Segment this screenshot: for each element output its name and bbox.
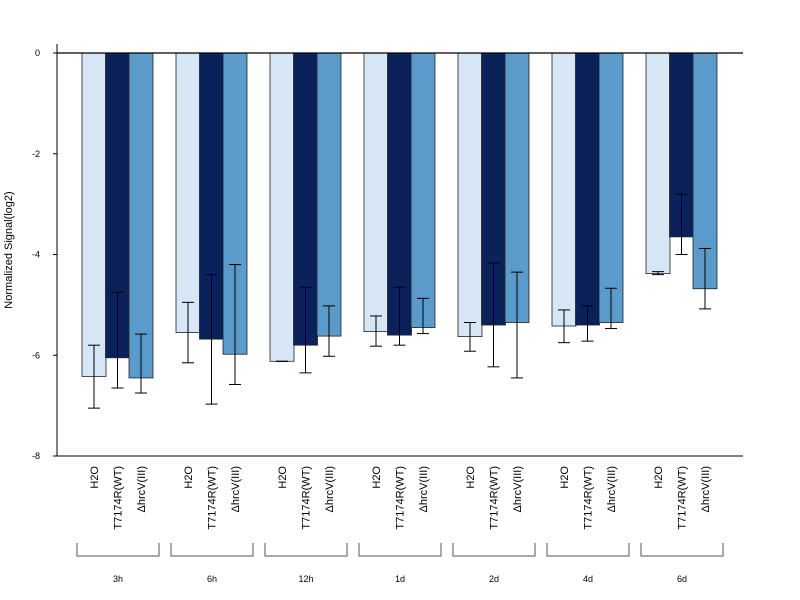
bar bbox=[575, 52, 600, 326]
bar bbox=[81, 52, 107, 377]
bar-category-label: T7174R(WT) bbox=[489, 466, 501, 530]
bar bbox=[175, 52, 201, 333]
y-tick-label: -2 bbox=[32, 149, 40, 159]
y-axis-title: Normalized Signal(log2) bbox=[3, 191, 15, 308]
bar bbox=[598, 52, 624, 323]
bar-category-label: ΔhrcV(III) bbox=[512, 466, 524, 512]
group-bracket bbox=[640, 543, 724, 557]
bar bbox=[269, 52, 295, 362]
group-label: 4d bbox=[583, 574, 593, 584]
bar-category-label: T7174R(WT) bbox=[395, 466, 407, 530]
bar-category-label: T7174R(WT) bbox=[677, 466, 689, 530]
bar-category-label: ΔhrcV(III) bbox=[418, 466, 430, 512]
y-tick-label: 0 bbox=[35, 48, 40, 58]
bar-category-label: T7174R(WT) bbox=[301, 466, 313, 530]
bar-category-label: H2O bbox=[653, 466, 665, 489]
bar bbox=[316, 52, 342, 337]
y-tick-label: -8 bbox=[32, 451, 40, 461]
group-bracket bbox=[452, 543, 536, 557]
bar bbox=[363, 52, 389, 332]
group-label: 3h bbox=[113, 574, 123, 584]
group-label: 6d bbox=[677, 574, 687, 584]
group-bracket bbox=[76, 543, 160, 557]
bar-category-label: T7174R(WT) bbox=[583, 466, 595, 530]
group-bracket bbox=[546, 543, 630, 557]
bar-category-label: T7174R(WT) bbox=[207, 466, 219, 530]
bar-category-label: H2O bbox=[559, 466, 571, 489]
bar-category-label: H2O bbox=[183, 466, 195, 489]
bar bbox=[410, 52, 436, 328]
bar-category-label: H2O bbox=[371, 466, 383, 489]
bar-category-label: ΔhrcV(III) bbox=[230, 466, 242, 512]
bar bbox=[457, 52, 483, 338]
bar bbox=[128, 52, 154, 379]
bar-category-label: H2O bbox=[89, 466, 101, 489]
error-bars-layer bbox=[88, 193, 711, 409]
y-tick-label: -6 bbox=[32, 350, 40, 360]
axes-layer: H2O T7174R(WT) ΔhrcV(III) 3h H2O T7174R(WT) Δh… bbox=[32, 44, 743, 584]
bar-category-label: T7174R(WT) bbox=[113, 466, 125, 530]
bar-category-label: ΔhrcV(III) bbox=[700, 466, 712, 512]
bar-category-label: ΔhrcV(III) bbox=[606, 466, 618, 512]
group-bracket bbox=[264, 543, 348, 557]
bar bbox=[645, 52, 671, 275]
group-label: 12h bbox=[298, 574, 313, 584]
group-label: 2d bbox=[489, 574, 499, 584]
group-bracket bbox=[358, 543, 442, 557]
bars-layer bbox=[81, 52, 718, 379]
group-label: 6h bbox=[207, 574, 217, 584]
bar-category-label: ΔhrcV(III) bbox=[324, 466, 336, 512]
bar-category-label: H2O bbox=[465, 466, 477, 489]
bar bbox=[551, 52, 577, 327]
y-tick-label: -4 bbox=[32, 250, 40, 260]
group-bracket bbox=[170, 543, 254, 557]
bar-category-label: ΔhrcV(III) bbox=[136, 466, 148, 512]
bar-category-label: H2O bbox=[277, 466, 289, 489]
group-label: 1d bbox=[395, 574, 405, 584]
